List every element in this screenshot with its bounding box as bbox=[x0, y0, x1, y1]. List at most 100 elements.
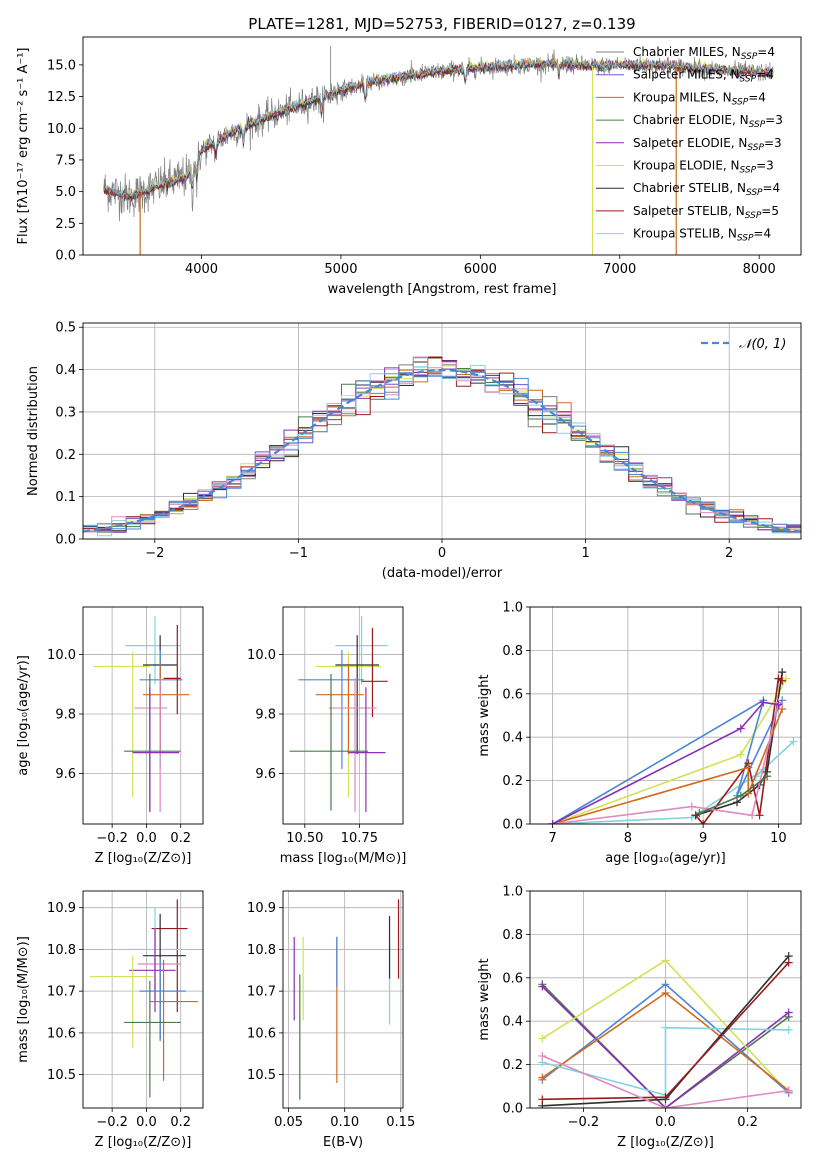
weight-series-marker-2 bbox=[661, 956, 670, 965]
y-tick-label: 10.0 bbox=[247, 648, 276, 663]
y-tick-label: 12.5 bbox=[47, 90, 76, 105]
x-axis-label: E(B-V) bbox=[323, 1135, 363, 1150]
y-tick-label: 0.0 bbox=[502, 1102, 523, 1117]
plot-area bbox=[548, 668, 798, 824]
plot-area bbox=[289, 615, 388, 813]
legend-suffix: =4 bbox=[763, 181, 781, 195]
chart-residuals: −2 −1 0 1 2 0.0 0.1 0.2 0.3 0.4 0.5 (data-model)/er… bbox=[26, 321, 802, 581]
y-axis-label: Flux [fλ10⁻¹⁷ erg cm⁻² s⁻¹ A⁻¹] bbox=[16, 48, 31, 245]
weight-series-marker-4 bbox=[778, 676, 787, 685]
y-tick-label: 9.6 bbox=[255, 767, 276, 782]
weight-series-marker-4 bbox=[699, 820, 708, 824]
weight-series-marker-5 bbox=[778, 704, 787, 713]
y-tick-label: 0.8 bbox=[502, 644, 523, 659]
weight-series-marker-6 bbox=[748, 811, 757, 820]
weight-series-marker-7 bbox=[661, 1093, 670, 1102]
weight-series-marker-3 bbox=[778, 696, 787, 705]
y-tick-label: 10.7 bbox=[247, 985, 276, 1000]
legend-suffix: =3 bbox=[764, 136, 782, 150]
y-tick-label: 10.5 bbox=[247, 1068, 276, 1083]
x-tick-label: −0.2 bbox=[96, 1115, 128, 1130]
axes-frame bbox=[82, 322, 802, 540]
chart-age-vs-Z: −0.2 0.0 0.2 9.6 9.8 10.0 Z [log₁₀(Z/Z⊙)] age [… bbox=[16, 606, 204, 866]
legend-label: Kroupa MILES, N bbox=[633, 90, 732, 104]
chart-mass-vs-Z: −0.2 0.0 0.2 10.5 10.6 10.7 10.8 10.9 Z [log₁₀(Z… bbox=[16, 890, 204, 1150]
weight-series-line-8 bbox=[552, 701, 779, 824]
axes-frame bbox=[82, 606, 204, 825]
x-axis-label: (data-model)/error bbox=[382, 566, 503, 581]
axes-frame bbox=[282, 890, 404, 1109]
chart-weight-vs-age: 7 8 9 10 0.0 0.2 0.4 0.6 0.8 1.0 age [log₁₀(age/yr… bbox=[477, 601, 802, 866]
plot-area bbox=[538, 952, 793, 1108]
y-axis-label: mass weight bbox=[477, 958, 492, 1040]
y-axis-label: Normed distribution bbox=[26, 366, 41, 496]
chart-spectrum: 4000 5000 6000 7000 8000 0.0 2.5 5.0 7.5 10.0 12.5… bbox=[16, 15, 802, 297]
weight-series-marker-7 bbox=[736, 791, 745, 800]
weight-series-marker-7 bbox=[538, 1095, 547, 1104]
y-tick-label: 15.0 bbox=[47, 58, 76, 73]
legend-subscript: SSP bbox=[749, 120, 766, 130]
plot-area bbox=[83, 356, 801, 539]
y-tick-label: 1.0 bbox=[502, 601, 523, 616]
weight-series-marker-8 bbox=[759, 698, 768, 707]
x-tick-label: −0.2 bbox=[96, 831, 128, 846]
weight-series-marker-4 bbox=[538, 1073, 547, 1082]
weight-series-marker-1 bbox=[538, 982, 547, 991]
x-tick-label: 7000 bbox=[603, 262, 636, 277]
y-tick-label: 0.4 bbox=[502, 731, 523, 746]
y-tick-label: 9.8 bbox=[255, 708, 276, 723]
x-tick-label: 0.0 bbox=[136, 1115, 157, 1130]
x-tick-label: 10.50 bbox=[286, 831, 323, 846]
y-tick-label: 0.4 bbox=[55, 363, 76, 378]
weight-series-marker-8 bbox=[661, 1104, 670, 1108]
legend-label: Chabrier ELODIE, N bbox=[633, 113, 749, 127]
x-tick-label: 0.2 bbox=[170, 831, 191, 846]
y-tick-label: 10.0 bbox=[47, 648, 76, 663]
legend-label-normal: 𝒩(0, 1) bbox=[739, 337, 786, 352]
y-tick-label: 0.0 bbox=[55, 249, 76, 264]
y-tick-label: 0.5 bbox=[55, 321, 76, 336]
weight-series-marker-3 bbox=[661, 980, 670, 989]
plot-area bbox=[103, 45, 774, 255]
y-tick-label: 0.6 bbox=[502, 687, 523, 702]
legend-suffix: =4 bbox=[757, 45, 775, 59]
weight-series-marker-8 bbox=[774, 700, 783, 709]
weight-series-marker-1 bbox=[784, 1008, 793, 1017]
axes-frame bbox=[529, 890, 802, 1109]
x-tick-label: −1 bbox=[289, 546, 308, 561]
weight-series-marker-7 bbox=[763, 772, 772, 781]
legend-entry-3: Chabrier ELODIE, NSSP=3 bbox=[633, 113, 783, 130]
weight-series-marker-2 bbox=[538, 1034, 547, 1043]
axes-frame bbox=[282, 606, 404, 825]
legend-subscript: SSP bbox=[740, 166, 757, 176]
weight-series-line-1 bbox=[541, 985, 790, 1108]
weight-series-marker-8 bbox=[784, 1086, 793, 1095]
y-axis-label: age [log₁₀(age/yr)] bbox=[16, 655, 31, 776]
y-tick-label: 0.3 bbox=[55, 405, 76, 420]
weight-series-marker-1 bbox=[736, 750, 745, 759]
weight-series-line-6 bbox=[552, 702, 780, 824]
legend-label: Chabrier STELIB, N bbox=[633, 181, 746, 195]
normal-reference-curve bbox=[83, 368, 801, 533]
x-axis-label: Z [log₁₀(Z/Z⊙)] bbox=[95, 1135, 192, 1150]
y-tick-label: 10.0 bbox=[47, 122, 76, 137]
y-tick-label: 0.6 bbox=[502, 971, 523, 986]
model-fit-line-8 bbox=[103, 58, 774, 199]
weight-series-marker-5 bbox=[784, 1025, 793, 1034]
weight-series-line-3 bbox=[552, 698, 783, 824]
y-tick-label: 10.9 bbox=[247, 901, 276, 916]
legend-label: Salpeter ELODIE, N bbox=[633, 136, 747, 150]
weight-series-marker-6 bbox=[687, 802, 696, 811]
gridlines bbox=[283, 607, 403, 824]
weight-series-marker-5 bbox=[661, 1023, 670, 1032]
y-tick-label: 0.2 bbox=[502, 1058, 523, 1073]
x-tick-label: 4000 bbox=[185, 262, 218, 277]
x-tick-label: 6000 bbox=[464, 262, 497, 277]
y-tick-label: 10.7 bbox=[47, 985, 76, 1000]
legend-suffix: =4 bbox=[756, 68, 774, 82]
y-tick-label: 0.2 bbox=[55, 448, 76, 463]
chart-age-vs-mass: 10.50 10.75 9.6 9.8 10.0 mass [log₁₀(M/M⊙)] bbox=[247, 606, 406, 866]
weight-series-line-8 bbox=[541, 1055, 789, 1108]
y-tick-label: 0.2 bbox=[502, 774, 523, 789]
y-tick-label: 1.0 bbox=[502, 885, 523, 900]
